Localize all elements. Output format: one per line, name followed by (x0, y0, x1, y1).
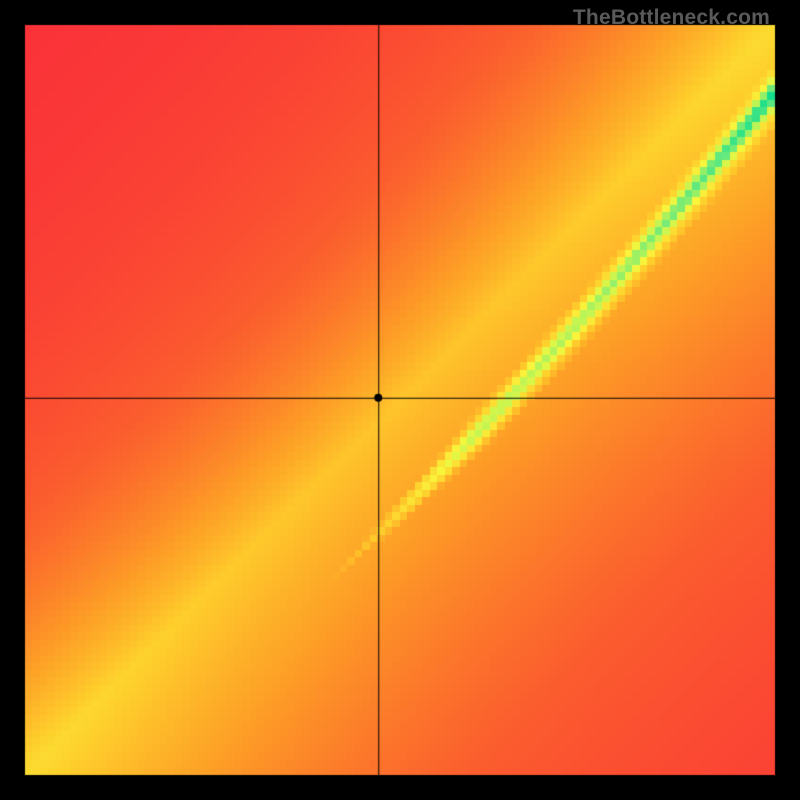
heatmap-canvas (0, 0, 800, 800)
watermark-text: TheBottleneck.com (573, 6, 770, 30)
chart-container: TheBottleneck.com (0, 0, 800, 800)
